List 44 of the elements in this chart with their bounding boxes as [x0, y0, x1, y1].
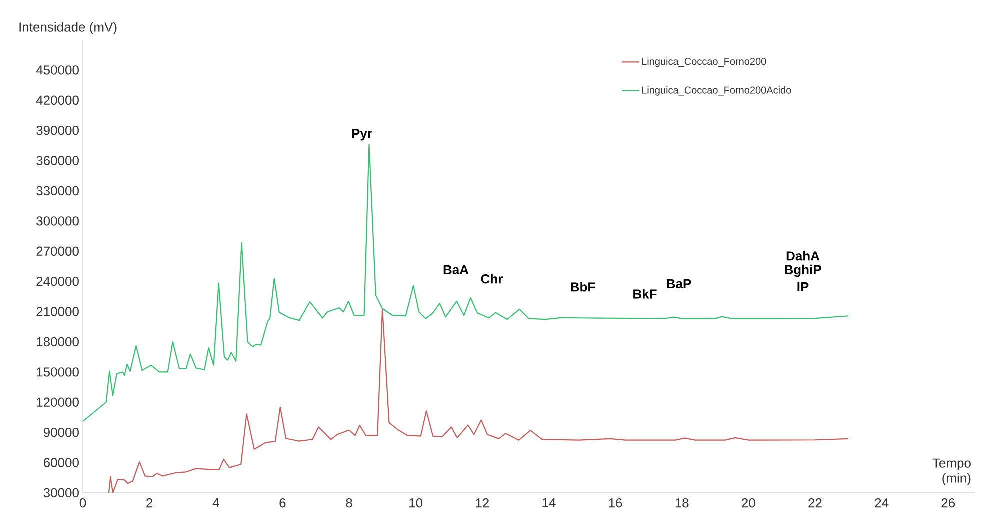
annotation: DahA — [786, 251, 820, 261]
x-tick-label: 26 — [942, 498, 956, 508]
y-tick-label: 420000 — [36, 96, 79, 105]
line-series — [83, 144, 850, 422]
x-tick-label: 4 — [212, 498, 220, 508]
y-tick-label: 330000 — [36, 186, 79, 196]
annotation: Pyr — [352, 129, 372, 141]
annotation: IP — [798, 282, 809, 292]
x-tick-label: 18 — [676, 498, 689, 508]
line-series — [108, 308, 850, 493]
x-tick-label: 20 — [742, 498, 756, 508]
y-tick-label: 210000 — [36, 307, 79, 316]
y-tick-label: 60000 — [44, 458, 79, 468]
x-tick-label: 24 — [875, 498, 889, 508]
y-tick-label: 150000 — [37, 368, 79, 377]
y-tick-label: 390000 — [36, 126, 79, 136]
x-tick-label: 6 — [280, 498, 286, 508]
annotation: BaA — [444, 265, 469, 275]
y-tick-label: 240000 — [36, 276, 79, 286]
y-tick-label: 180000 — [37, 337, 79, 347]
y-tick-label: 90000 — [44, 428, 79, 438]
x-tick-label: 2 — [146, 498, 153, 508]
annotation: BbF — [571, 282, 596, 292]
x-axis-title: Tempo (min) — [932, 458, 971, 486]
x-tick-label: 14 — [542, 498, 556, 508]
x-tick-label: 12 — [476, 498, 489, 508]
x-tick-label: 16 — [609, 498, 622, 508]
x-tick-label: 8 — [346, 498, 352, 508]
legend-label: Linguica_Coccao_Forno200 — [642, 58, 766, 68]
annotation: Chr — [481, 274, 504, 284]
x-tick-label: 22 — [808, 498, 822, 508]
annotation: BghiP — [785, 264, 822, 278]
annotation: BaP — [667, 279, 692, 289]
y-tick-label: 360000 — [36, 156, 79, 166]
y-tick-label: 270000 — [36, 246, 79, 256]
y-tick-label: 450000 — [36, 66, 79, 75]
legend-label: Linguica_Coccao_Forno200Acido — [642, 86, 792, 96]
annotation: BkF — [634, 289, 657, 299]
x-tick-label: 0 — [80, 498, 86, 508]
y-tick-label: 30000 — [44, 488, 79, 498]
y-tick-label: 120000 — [37, 398, 79, 407]
x-tick-label: 10 — [410, 498, 423, 508]
y-axis-title: Intensidade (mV) — [20, 22, 117, 34]
y-tick-label: 300000 — [36, 216, 79, 226]
